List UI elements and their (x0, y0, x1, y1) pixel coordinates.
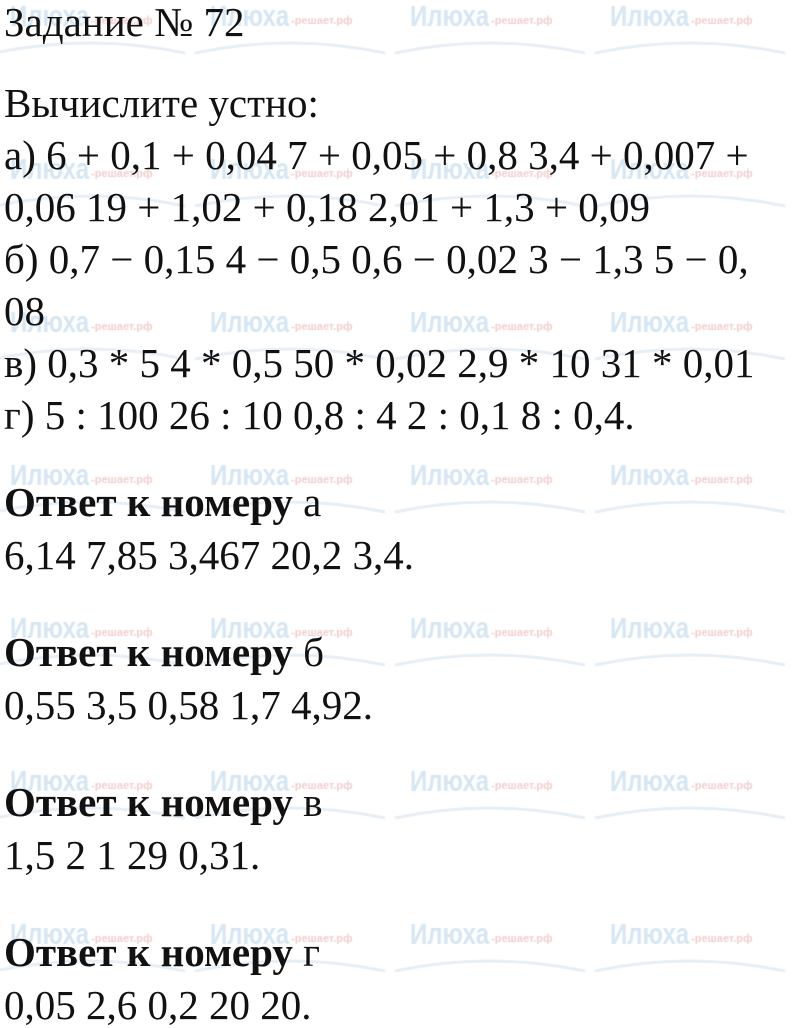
task-line-a2: 0,06 19 + 1,02 + 0,18 2,01 + 1,3 + 0,09 (4, 184, 650, 230)
answer-heading-v: Ответ к номеру в (4, 782, 322, 823)
answer-label: Ответ к номеру (4, 779, 293, 825)
task-line-b1: б) 0,7 − 0,15 4 − 0,5 0,6 − 0,02 3 − 1,3… (4, 236, 749, 282)
task-line-g: г) 5 : 100 26 : 10 0,8 : 4 2 : 0,1 8 : 0… (4, 392, 635, 438)
answer-text-v: 1,5 2 1 29 0,31. (4, 832, 261, 878)
task-instruction: Вычислите устно: (4, 80, 319, 126)
task-line-b2: 08 (4, 288, 45, 334)
answer-label: Ответ к номеру (4, 629, 293, 675)
answer-text-g: 0,05 2,6 0,2 20 20. (4, 982, 312, 1028)
answer-letter: в (303, 779, 323, 825)
answer-heading-a: Ответ к номеру а (4, 482, 321, 523)
answer-heading-b: Ответ к номеру б (4, 632, 324, 673)
task-line-a1: а) 6 + 0,1 + 0,04 7 + 0,05 + 0,8 3,4 + 0… (4, 132, 749, 178)
answer-letter: а (303, 479, 322, 525)
answer-letter: б (303, 629, 324, 675)
answer-text-b: 0,55 3,5 0,58 1,7 4,92. (4, 682, 373, 728)
task-title: Задание № 72 (4, 0, 245, 45)
answer-label: Ответ к номеру (4, 929, 293, 975)
answer-letter: г (303, 929, 320, 975)
answer-label: Ответ к номеру (4, 479, 293, 525)
answer-heading-g: Ответ к номеру г (4, 932, 320, 973)
task-line-v: в) 0,3 * 5 4 * 0,5 50 * 0,02 2,9 * 10 31… (4, 340, 755, 386)
answer-text-a: 6,14 7,85 3,467 20,2 3,4. (4, 532, 414, 578)
